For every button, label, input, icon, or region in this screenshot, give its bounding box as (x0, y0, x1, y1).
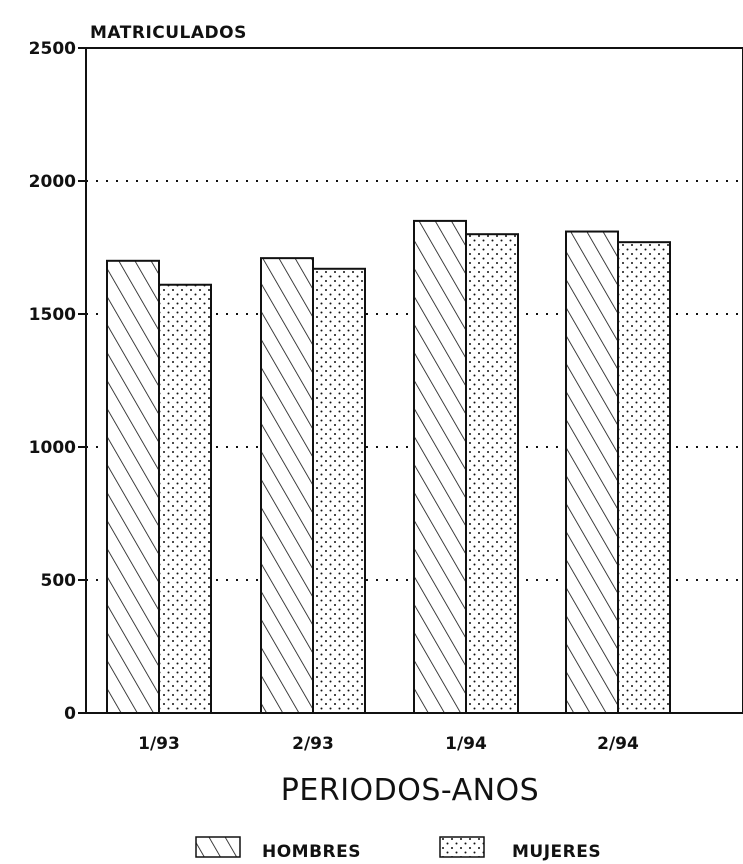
y-axis-ticks: 0 500 1000 1500 2000 2500 (29, 39, 86, 724)
legend-swatch-mujeres (439, 836, 485, 858)
x-tick-label: 2/94 (597, 734, 639, 754)
bar-mujeres-2-93 (312, 267, 366, 714)
x-tick-label: 1/94 (445, 734, 487, 754)
bar-mujeres-1-93 (158, 283, 212, 714)
legend: HOMBRES MUJERES (195, 836, 601, 862)
bar-hombres-2-94 (565, 230, 619, 714)
x-tick-label: 1/93 (138, 734, 180, 754)
y-axis-label: MATRICULADOS (90, 23, 247, 43)
legend-swatch-hombres (195, 836, 241, 858)
y-tick-label: 1000 (29, 438, 76, 458)
plot-frame (85, 47, 743, 714)
x-tick-label: 2/93 (292, 734, 334, 754)
y-tick-label: 0 (64, 704, 76, 724)
bars (106, 219, 671, 714)
bar-hombres-1-94 (413, 219, 467, 714)
y-tick-label: 500 (41, 571, 77, 591)
bar-mujeres-2-94 (617, 241, 671, 714)
bar-mujeres-1-94 (465, 233, 519, 714)
y-tick-label: 2000 (29, 172, 76, 192)
bar-hombres-2-93 (260, 257, 314, 714)
legend-label-mujeres: MUJERES (512, 842, 601, 862)
y-tick-label: 1500 (29, 305, 76, 325)
y-tick-label: 2500 (29, 39, 76, 59)
legend-label-hombres: HOMBRES (262, 842, 361, 862)
x-axis-label: PERIODOS-ANOS (281, 773, 539, 808)
bar-hombres-1-93 (106, 259, 160, 714)
x-axis-ticks: 1/93 2/93 1/94 2/94 (138, 734, 639, 754)
